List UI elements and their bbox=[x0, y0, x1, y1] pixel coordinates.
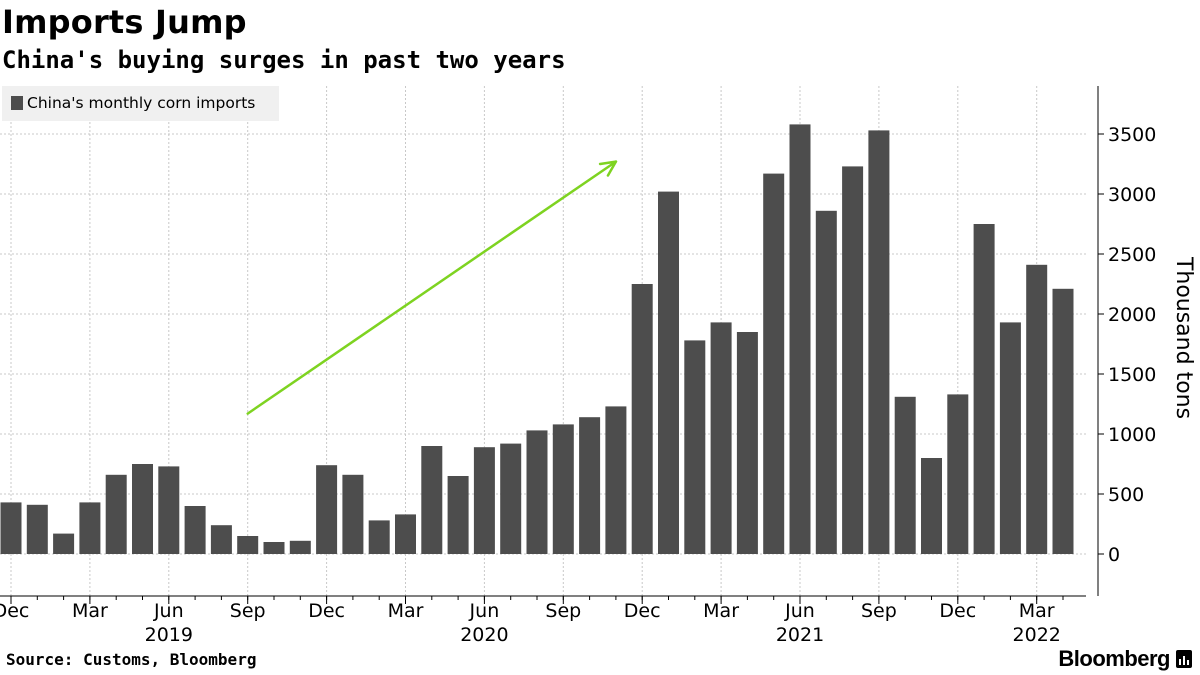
x-tick-label: Dec bbox=[0, 600, 29, 622]
x-tick-label: Jun bbox=[784, 600, 815, 622]
bloomberg-chart-icon bbox=[1176, 650, 1192, 668]
bar bbox=[736, 332, 758, 554]
bar bbox=[868, 130, 890, 554]
bar bbox=[158, 466, 180, 554]
bar bbox=[710, 322, 732, 554]
legend: China's monthly corn imports bbox=[2, 86, 279, 121]
brand-name: Bloomberg bbox=[1058, 646, 1170, 671]
x-tick-label: Jun bbox=[153, 600, 184, 622]
bar bbox=[473, 447, 495, 554]
bar bbox=[763, 173, 785, 554]
x-tick-label: Dec bbox=[624, 600, 661, 622]
bar bbox=[789, 124, 811, 555]
bar bbox=[237, 536, 259, 554]
bar bbox=[973, 224, 995, 554]
x-tick-label: Jun bbox=[469, 600, 500, 622]
bar bbox=[579, 417, 601, 554]
trend-arrowhead bbox=[598, 160, 618, 177]
y-tick-label: 500 bbox=[1108, 484, 1144, 506]
x-tick-label: Mar bbox=[1019, 600, 1055, 622]
bar bbox=[184, 506, 206, 554]
x-year-label: 2022 bbox=[1013, 624, 1061, 646]
x-tick-label: Mar bbox=[703, 600, 739, 622]
bar bbox=[526, 430, 548, 554]
bar bbox=[421, 446, 443, 554]
x-tick-label: Mar bbox=[72, 600, 108, 622]
chart-title: Imports Jump bbox=[2, 3, 247, 41]
x-tick-label: Dec bbox=[308, 600, 345, 622]
legend-label: China's monthly corn imports bbox=[27, 94, 255, 112]
y-tick-label: 1500 bbox=[1108, 364, 1156, 386]
source-note: Source: Customs, Bloomberg bbox=[6, 650, 257, 669]
bar bbox=[447, 476, 469, 554]
bar bbox=[500, 443, 522, 554]
annotations bbox=[246, 160, 618, 415]
axes: 0 500 1000 1500 2000 2500 3000 3500 Dec Mar Jun Sep… bbox=[0, 86, 1156, 646]
bar bbox=[53, 533, 75, 554]
bar bbox=[842, 166, 864, 554]
bar bbox=[999, 322, 1021, 554]
legend-swatch bbox=[11, 96, 23, 110]
bar bbox=[263, 542, 285, 554]
x-tick-label: Sep bbox=[545, 600, 581, 622]
y-axis-label: Thousand tons bbox=[1171, 256, 1196, 419]
brand-logo: Bloomberg bbox=[1058, 646, 1192, 672]
bar bbox=[132, 464, 153, 554]
trend-arrow bbox=[246, 160, 618, 415]
legend-background bbox=[2, 86, 279, 121]
x-year-label: 2021 bbox=[776, 624, 824, 646]
y-tick-label: 1000 bbox=[1108, 424, 1156, 446]
y-tick-label: 3500 bbox=[1108, 124, 1156, 146]
bar bbox=[605, 406, 627, 554]
y-tick-label: 2500 bbox=[1108, 244, 1156, 266]
bar bbox=[395, 514, 416, 554]
bar bbox=[289, 540, 311, 554]
x-tick-label: Mar bbox=[388, 600, 424, 622]
x-year-label: 2020 bbox=[460, 624, 508, 646]
y-tick-label: 3000 bbox=[1108, 184, 1156, 206]
bar bbox=[26, 504, 48, 554]
bar bbox=[631, 284, 653, 554]
x-tick-label: Dec bbox=[939, 600, 976, 622]
y-tick-label: 0 bbox=[1108, 544, 1120, 566]
bar bbox=[368, 520, 390, 554]
bar bbox=[658, 191, 679, 554]
bar bbox=[79, 502, 101, 554]
bar bbox=[921, 458, 942, 554]
bar bbox=[342, 474, 364, 554]
bar bbox=[947, 394, 969, 554]
bar bbox=[815, 210, 837, 555]
x-tick-label: Sep bbox=[861, 600, 897, 622]
bars bbox=[0, 124, 1074, 555]
y-tick-label: 2000 bbox=[1108, 304, 1156, 326]
bar bbox=[1026, 264, 1048, 554]
bar bbox=[552, 424, 574, 554]
bar bbox=[684, 340, 706, 554]
bar bbox=[0, 502, 22, 554]
bar bbox=[316, 465, 338, 554]
bar bbox=[210, 525, 232, 554]
bar bbox=[894, 396, 916, 554]
x-tick-label: Sep bbox=[230, 600, 266, 622]
x-year-label: 2019 bbox=[145, 624, 193, 646]
bar bbox=[1052, 288, 1074, 554]
chart-subtitle: China's buying surges in past two years bbox=[2, 46, 566, 74]
bar bbox=[105, 474, 127, 554]
